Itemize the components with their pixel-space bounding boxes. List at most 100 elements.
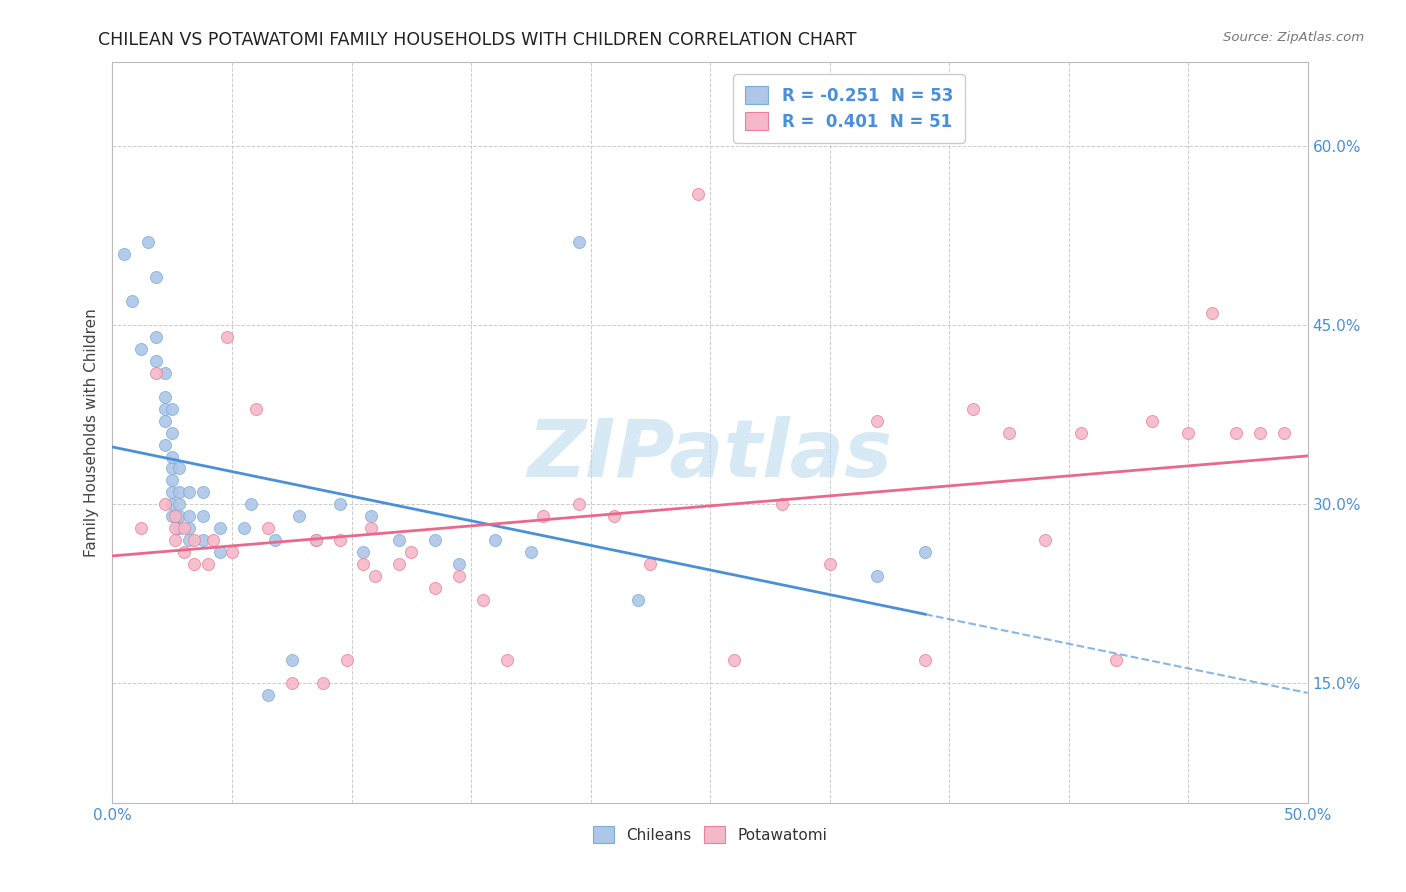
Point [162, 509, 183, 524]
Point [1177, 425, 1199, 440]
Point [129, 342, 152, 356]
Point [364, 569, 387, 583]
Point [217, 330, 239, 344]
Point [288, 509, 311, 524]
Point [962, 401, 984, 416]
Point [209, 545, 232, 559]
Point [193, 485, 215, 500]
Point [305, 533, 328, 547]
Point [193, 533, 215, 547]
Point [447, 569, 470, 583]
Point [163, 509, 186, 524]
Point [245, 401, 267, 416]
Point [531, 509, 554, 524]
Point [360, 521, 382, 535]
Point [401, 545, 423, 559]
Point [1142, 414, 1164, 428]
Point [177, 533, 200, 547]
Point [153, 366, 176, 380]
Point [264, 533, 287, 547]
Point [169, 521, 191, 535]
Point [998, 425, 1021, 440]
Point [145, 330, 167, 344]
Text: ZIPatlas: ZIPatlas [527, 416, 893, 494]
Point [914, 652, 936, 666]
Point [1225, 425, 1247, 440]
Point [1033, 533, 1056, 547]
Point [352, 557, 374, 571]
Point [388, 557, 411, 571]
Point [568, 497, 591, 511]
Point [723, 652, 745, 666]
Point [197, 557, 219, 571]
Legend: Chileans, Potawatomi: Chileans, Potawatomi [585, 819, 835, 851]
Point [162, 497, 183, 511]
Point [352, 545, 374, 559]
Point [257, 521, 280, 535]
Point [425, 581, 447, 595]
Point [329, 533, 352, 547]
Point [221, 545, 243, 559]
Point [121, 294, 143, 309]
Point [388, 533, 411, 547]
Point [173, 521, 195, 535]
Point [153, 414, 176, 428]
Text: Source: ZipAtlas.com: Source: ZipAtlas.com [1223, 31, 1364, 45]
Point [145, 366, 167, 380]
Point [209, 521, 232, 535]
Point [114, 246, 135, 260]
Point [568, 235, 591, 249]
Point [627, 592, 650, 607]
Point [163, 533, 186, 547]
Point [173, 545, 195, 559]
Point [1070, 425, 1092, 440]
Point [183, 533, 205, 547]
Point [688, 186, 710, 201]
Point [145, 270, 167, 285]
Point [472, 592, 495, 607]
Point [496, 652, 519, 666]
Point [145, 354, 167, 368]
Point [193, 509, 215, 524]
Point [257, 689, 280, 703]
Point [169, 509, 191, 524]
Point [240, 497, 263, 511]
Point [914, 545, 936, 559]
Point [866, 414, 889, 428]
Point [336, 652, 359, 666]
Point [177, 485, 200, 500]
Point [770, 497, 793, 511]
Point [305, 533, 328, 547]
Point [640, 557, 662, 571]
Point [201, 533, 224, 547]
Point [162, 425, 183, 440]
Point [169, 485, 191, 500]
Point [312, 676, 335, 690]
Point [138, 235, 160, 249]
Point [1272, 425, 1295, 440]
Point [425, 533, 447, 547]
Point [177, 509, 200, 524]
Y-axis label: Family Households with Children: Family Households with Children [84, 309, 100, 557]
Point [153, 401, 176, 416]
Point [129, 521, 152, 535]
Point [281, 652, 304, 666]
Point [233, 521, 256, 535]
Point [162, 485, 183, 500]
Point [281, 676, 304, 690]
Point [162, 450, 183, 464]
Point [163, 521, 186, 535]
Point [1201, 306, 1223, 320]
Point [169, 461, 191, 475]
Point [153, 437, 176, 451]
Point [329, 497, 352, 511]
Point [484, 533, 506, 547]
Point [183, 557, 205, 571]
Point [177, 521, 200, 535]
Point [520, 545, 543, 559]
Point [162, 474, 183, 488]
Point [162, 401, 183, 416]
Point [818, 557, 841, 571]
Point [1249, 425, 1271, 440]
Point [169, 497, 191, 511]
